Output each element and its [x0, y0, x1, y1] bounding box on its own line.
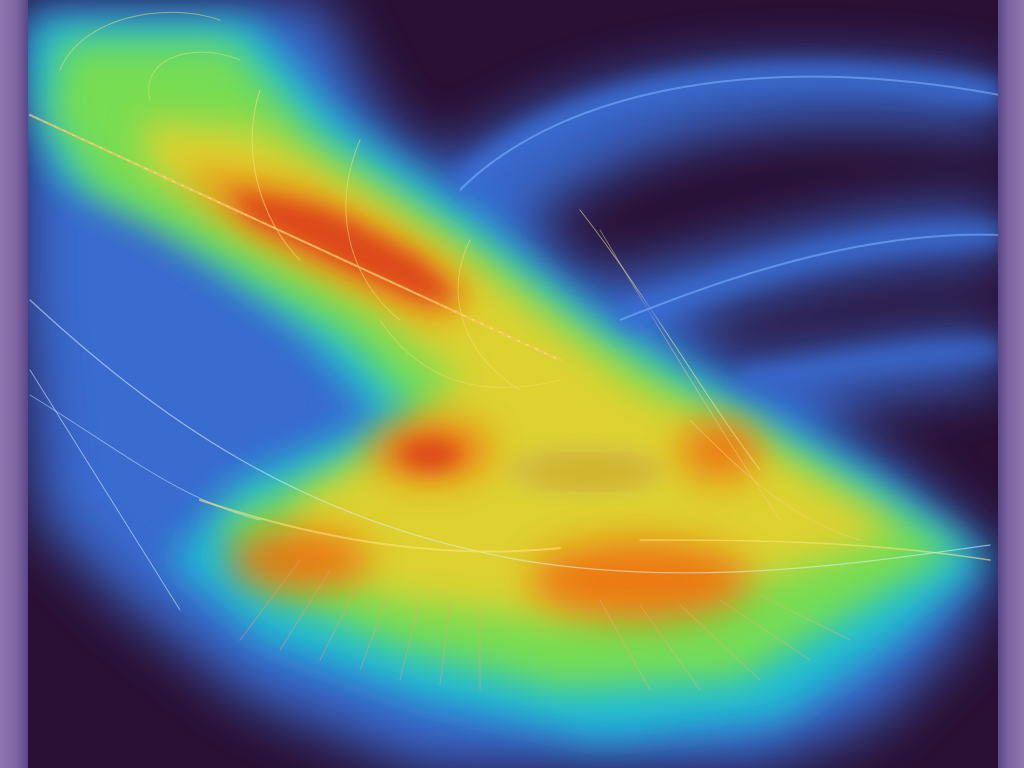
outer-arcs-core	[459, 75, 1001, 321]
left-edge-strip	[0, 0, 28, 768]
right-edge-strip	[998, 0, 1024, 768]
heat-layer-hottest	[230, 190, 460, 471]
line-texture	[29, 11, 991, 691]
